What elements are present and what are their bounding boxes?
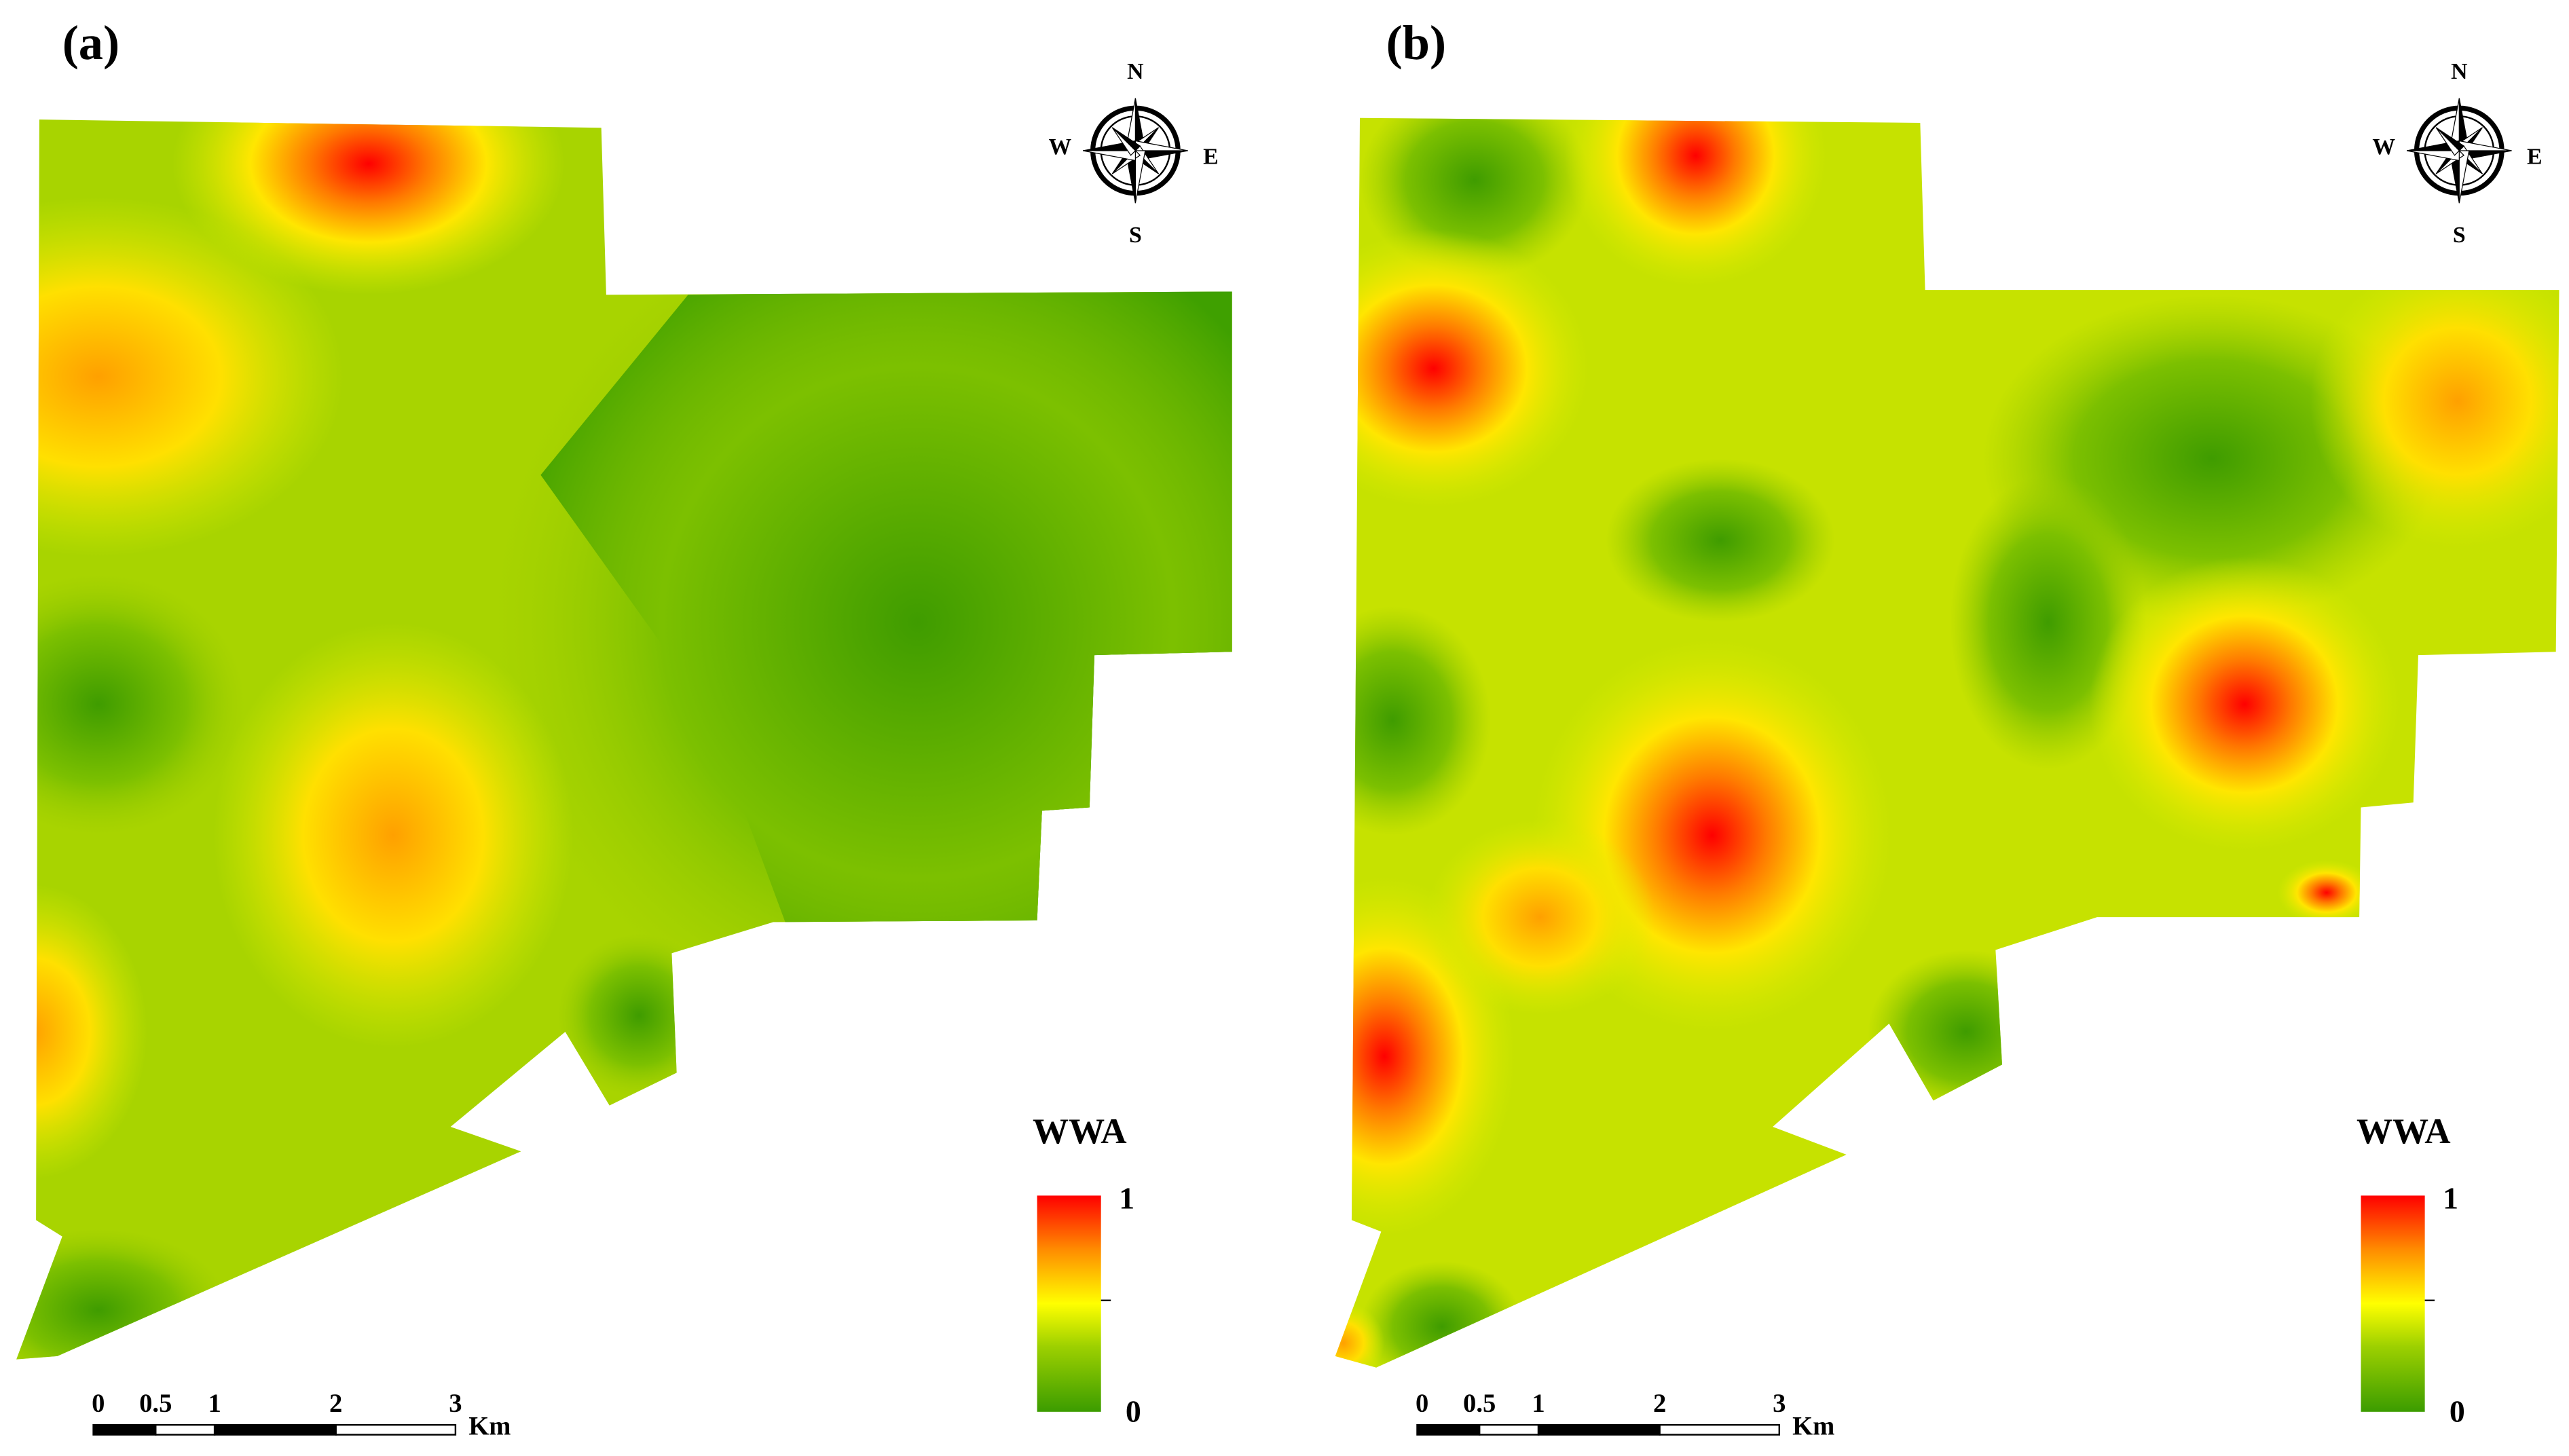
surface-blob: [1360, 117, 1589, 279]
legend-ramp: [1037, 1195, 1101, 1412]
scale-label: 0.5: [1463, 1389, 1496, 1418]
surface-blob: [1335, 1302, 1385, 1368]
surface-blob: [172, 119, 566, 295]
compass-point: [2406, 150, 2460, 162]
surface-blob: [1425, 819, 1655, 1015]
compass: [1083, 98, 1188, 204]
surface-blob: [16, 196, 344, 557]
legend-min: 0: [2450, 1394, 2465, 1428]
compass-point: [1111, 127, 1136, 156]
scale-unit: Km: [468, 1413, 511, 1441]
panel-label: (a): [62, 15, 119, 70]
scale-label: 3: [1773, 1389, 1786, 1418]
scale-segment: [1659, 1423, 1781, 1436]
compass-letter: N: [2451, 59, 2467, 84]
surface-blob: [2088, 557, 2401, 852]
legend-ramp: [2361, 1195, 2425, 1412]
scale-segment: [1416, 1423, 1481, 1436]
legend-title: WWA: [1033, 1112, 1127, 1151]
scale-segment: [92, 1423, 157, 1436]
legend-max: 1: [1119, 1181, 1134, 1216]
surface-blob: [1335, 605, 1492, 836]
scale-label: 1: [1532, 1389, 1545, 1418]
surface-blob: [491, 196, 1232, 1049]
legend-max: 1: [2443, 1181, 2458, 1216]
surface: [1335, 117, 2559, 1368]
compass-point: [1083, 150, 1136, 162]
legend-min: 0: [1126, 1394, 1141, 1428]
compass-letter: S: [1129, 223, 1142, 248]
scale-label: 3: [449, 1389, 462, 1418]
scale-segment: [1537, 1423, 1661, 1436]
surface-blob: [1335, 229, 1589, 508]
compass-letter: W: [1048, 134, 1071, 160]
surface-blob: [212, 622, 574, 1049]
compass-letter: N: [1127, 59, 1143, 84]
scale-label: 0.5: [139, 1389, 172, 1418]
legend-title: WWA: [2357, 1112, 2451, 1151]
surface-blob: [1606, 458, 1835, 622]
scale-unit: Km: [1792, 1413, 1834, 1441]
compass-letter: E: [1203, 144, 1219, 169]
compass-point: [2435, 127, 2460, 156]
scale-label: 2: [329, 1389, 342, 1418]
scale-segment: [213, 1423, 337, 1436]
surface-blob: [557, 933, 721, 1098]
surface-blob: [2310, 253, 2559, 549]
map-panel: [1335, 117, 2559, 1368]
scale-segment: [335, 1423, 457, 1436]
compass: [2406, 98, 2512, 204]
surface-blob: [1360, 1261, 1524, 1368]
surface-blob: [2277, 859, 2376, 926]
panel-label: (b): [1386, 15, 1446, 70]
scale-segment: [1478, 1423, 1540, 1436]
scale-label: 1: [208, 1389, 221, 1418]
surface-blob: [1868, 950, 2065, 1114]
compass-letter: S: [2453, 223, 2466, 248]
surface-blob: [1564, 117, 1827, 287]
scale-label: 2: [1653, 1389, 1666, 1418]
compass-letter: E: [2527, 144, 2543, 169]
compass-letter: W: [2372, 134, 2395, 160]
scale-label: 0: [92, 1389, 105, 1418]
scale-segment: [155, 1423, 216, 1436]
compass-point: [2458, 150, 2470, 204]
compass-point: [1134, 150, 1146, 204]
map-panel: [16, 119, 1232, 1360]
scale-label: 0: [1416, 1389, 1428, 1418]
